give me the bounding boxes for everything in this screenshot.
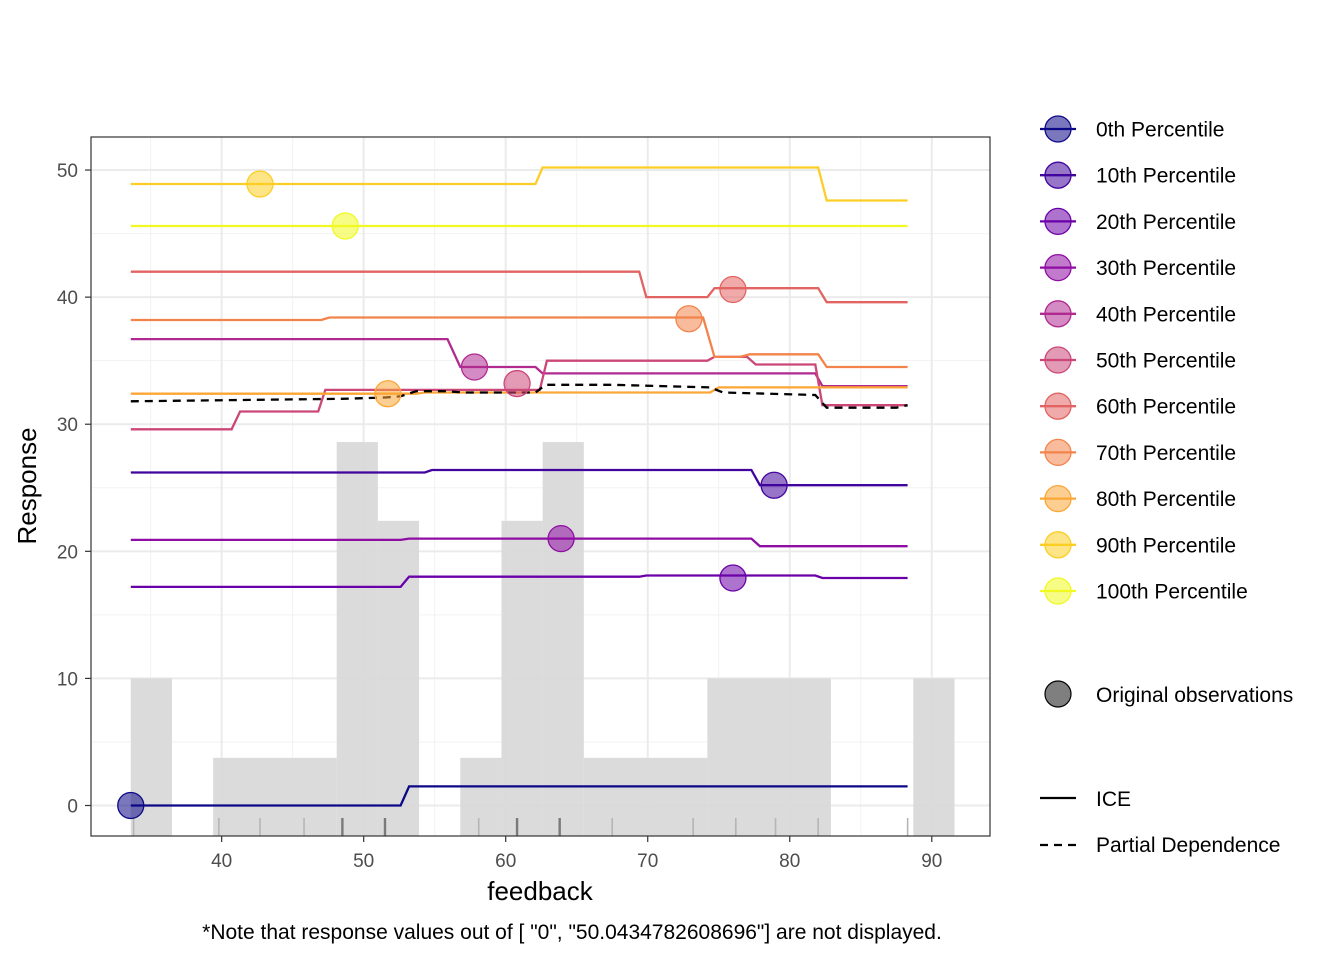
ice-line-90th-percentile xyxy=(130,166,908,202)
x-tick-label: 90 xyxy=(921,851,942,872)
observation-point-0th-percentile xyxy=(117,791,145,820)
observation-point-50th-percentile xyxy=(503,369,531,398)
legend-label: 0th Percentile xyxy=(1096,119,1224,142)
x-tick-label: 70 xyxy=(637,851,658,872)
y-tick-label: 30 xyxy=(57,415,78,436)
legend-label: 30th Percentile xyxy=(1096,257,1236,280)
observation-point-100th-percentile xyxy=(331,212,359,240)
x-axis: 40 50 60 70 80 90 xyxy=(211,836,942,872)
legend-label: 80th Percentile xyxy=(1096,488,1236,511)
observation-point-10th-percentile xyxy=(760,471,788,499)
y-tick-label: 50 xyxy=(57,161,78,182)
legend-key-0th-percentile xyxy=(1044,115,1072,143)
ice-line-60th-percentile xyxy=(130,270,908,304)
observation-point-70th-percentile xyxy=(675,305,703,333)
legend-key-20th-percentile xyxy=(1044,207,1072,236)
observation-point-80th-percentile xyxy=(374,380,402,408)
legend-label: 90th Percentile xyxy=(1096,534,1236,557)
y-tick-label: 40 xyxy=(57,288,78,309)
observation-point-20th-percentile xyxy=(719,564,747,592)
histogram-bar xyxy=(583,757,708,836)
ice-line-70th-percentile xyxy=(130,316,908,369)
partial-dependence-path xyxy=(130,383,908,409)
axis-range-note: *Note that response values out of [ "0",… xyxy=(202,921,942,944)
y-axis-title: Response xyxy=(12,427,42,544)
y-axis: 0 10 20 30 40 50 xyxy=(57,161,91,817)
legend-key-50th-percentile xyxy=(1044,346,1072,374)
histogram-bar xyxy=(460,757,502,836)
ice-line-30th-percentile xyxy=(130,537,908,548)
legend-label: 60th Percentile xyxy=(1096,396,1236,419)
panel-border xyxy=(90,136,991,837)
histogram-bar xyxy=(913,678,955,836)
histogram-bar xyxy=(377,520,420,836)
x-tick-label: 50 xyxy=(353,851,374,872)
ice-line-50th-percentile xyxy=(130,355,908,431)
x-tick-label: 40 xyxy=(211,851,232,872)
ice-line-40th-percentile xyxy=(130,337,908,388)
legend-label: 70th Percentile xyxy=(1096,442,1236,465)
legend-key-70th-percentile xyxy=(1044,438,1072,467)
y-tick-label: 10 xyxy=(57,669,78,690)
legend-key-60th-percentile xyxy=(1044,392,1072,420)
observation-points xyxy=(117,170,788,820)
ice-line-80th-percentile xyxy=(130,386,908,395)
y-tick-label: 0 xyxy=(67,796,78,817)
feature-histogram xyxy=(130,442,955,836)
legend-key-100th-percentile xyxy=(1044,577,1072,605)
legend: 0th Percentile 10th Percentile 20th Percen… xyxy=(1040,115,1293,857)
histogram-bar xyxy=(707,678,831,836)
legend-label: 40th Percentile xyxy=(1096,303,1236,326)
histogram-bar xyxy=(213,757,337,836)
legend-label: 10th Percentile xyxy=(1096,165,1236,188)
legend-key-30th-percentile xyxy=(1044,253,1072,282)
legend-label: 50th Percentile xyxy=(1096,350,1236,373)
legend-key-10th-percentile xyxy=(1044,161,1072,189)
observation-point-90th-percentile xyxy=(246,170,274,198)
histogram-bar xyxy=(336,442,378,836)
observation-point-40th-percentile xyxy=(460,353,489,381)
x-tick-label: 80 xyxy=(779,851,800,872)
legend-pd-label: Partial Dependence xyxy=(1096,834,1280,857)
ice-line-20th-percentile xyxy=(130,574,908,589)
legend-label: 100th Percentile xyxy=(1096,581,1248,604)
partial-dependence-line xyxy=(130,383,908,409)
legend-observations-label: Original observations xyxy=(1096,684,1293,707)
legend-key-90th-percentile xyxy=(1044,531,1072,559)
rug-marks xyxy=(132,818,909,836)
ice-line-0th-percentile xyxy=(130,785,908,807)
x-axis-title: feedback xyxy=(487,876,594,906)
legend-ice-label: ICE xyxy=(1096,788,1131,811)
histogram-bar xyxy=(542,442,584,836)
legend-label: 20th Percentile xyxy=(1096,211,1236,234)
observation-point-30th-percentile xyxy=(547,524,575,553)
y-tick-label: 20 xyxy=(57,542,78,563)
histogram-bar xyxy=(501,520,543,836)
x-tick-label: 60 xyxy=(495,851,516,872)
observation-point-60th-percentile xyxy=(719,275,747,304)
plot-panel xyxy=(90,136,991,837)
legend-key-40th-percentile xyxy=(1044,300,1072,328)
legend-key-observations xyxy=(1044,680,1072,708)
legend-key-80th-percentile xyxy=(1044,484,1072,513)
ice-lines xyxy=(130,166,908,807)
